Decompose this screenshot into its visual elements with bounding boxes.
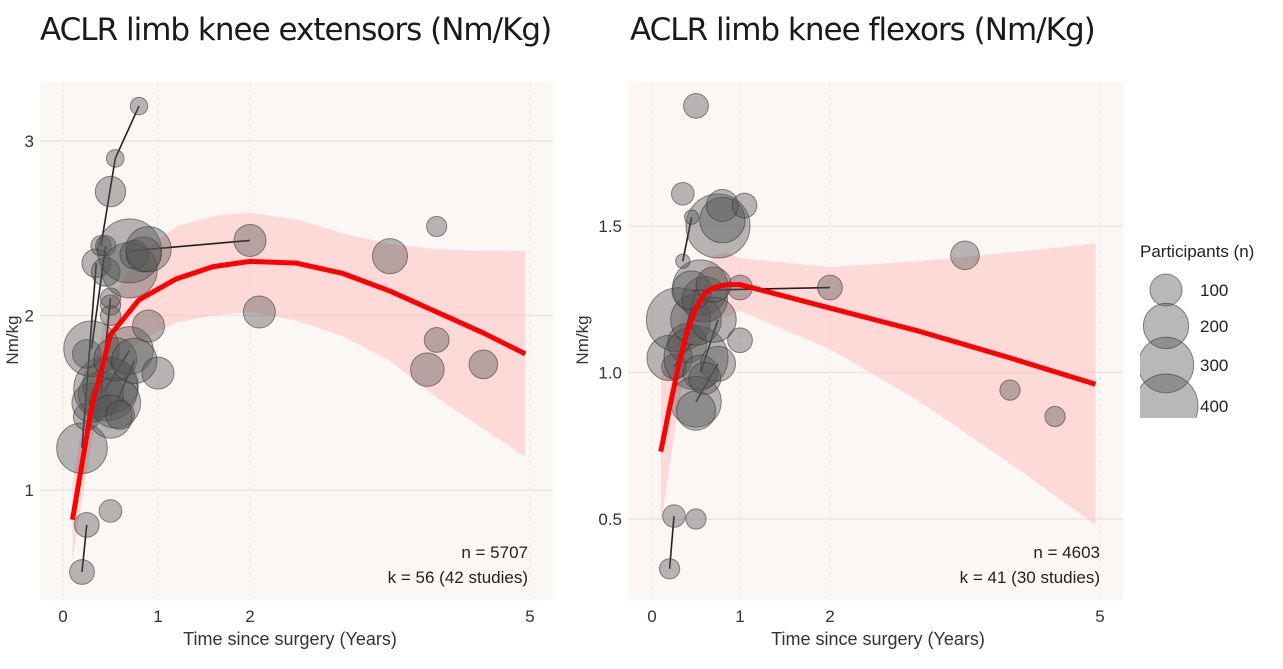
study-connector-line <box>699 319 719 373</box>
annotation-text: n = 4603 <box>1033 543 1100 562</box>
x-axis-label: Time since surgery (Years) <box>183 629 397 649</box>
data-point <box>426 215 448 238</box>
annotation-text: k = 56 (42 studies) <box>388 568 528 587</box>
data-point <box>1044 405 1066 428</box>
data-point <box>999 379 1021 401</box>
chart-title: ACLR limb knee flexors (Nm/Kg) <box>630 12 1096 48</box>
data-point <box>731 192 758 219</box>
x-tick-label: 5 <box>525 607 534 626</box>
x-tick-label: 5 <box>1095 607 1104 626</box>
legend-key-circle <box>1140 336 1195 394</box>
fit-curve <box>658 282 1097 453</box>
data-point <box>688 361 722 395</box>
y-tick-label: 3 <box>25 132 34 151</box>
grid <box>628 82 1123 600</box>
y-axis-label: Nm/kg <box>573 315 592 364</box>
data-point <box>97 218 162 284</box>
data-point <box>125 226 172 273</box>
legend-key-label: 400 <box>1200 397 1228 416</box>
data-point <box>129 96 149 116</box>
data-point <box>242 295 276 329</box>
data-point <box>683 92 709 119</box>
y-tick-label: 0.5 <box>598 510 622 529</box>
data-point <box>645 287 711 353</box>
annotation-text: n = 5707 <box>461 543 528 562</box>
data-point <box>410 352 445 387</box>
data-point <box>675 253 691 269</box>
flexors-chart: 0.5 1.0 1.5 0 1 2 5 Time since surgery (Years) N… <box>573 82 1123 649</box>
study-connector-line <box>90 245 107 349</box>
data-point <box>132 309 165 343</box>
legend-key-circle <box>1140 373 1199 418</box>
data-point <box>73 512 100 538</box>
flexors-panel: ACLR limb knee flexors (Nm/Kg) 0.5 1.0 1.5… <box>570 0 1130 669</box>
study-connector-line <box>668 516 675 569</box>
legend: Participants (n) 100 200 300 400 <box>1140 242 1280 418</box>
data-point <box>727 327 753 354</box>
study-connector-line <box>81 524 88 573</box>
data-point <box>658 558 681 580</box>
legend-keys: 100 200 300 400 <box>1140 273 1228 418</box>
x-tick-label: 0 <box>58 607 67 626</box>
study-connector-line <box>129 239 251 252</box>
y-tick-label: 1 <box>25 481 34 500</box>
extensors-chart: 1 2 3 0 1 2 5 Time since surgery (Years) Nm/kg n … <box>3 82 553 649</box>
extensors-panel: ACLR limb knee extensors (Nm/Kg) 1 2 3 0 1 2 5… <box>0 0 560 669</box>
data-point <box>675 390 717 431</box>
y-tick-label: 2 <box>25 307 34 326</box>
plot-area <box>40 82 553 600</box>
x-tick-label: 1 <box>735 607 744 626</box>
confidence-band <box>660 243 1096 525</box>
data-point <box>685 508 707 530</box>
data-point <box>662 504 686 528</box>
legend-key-circle <box>1142 302 1190 350</box>
data-point <box>670 181 695 206</box>
y-tick-label: 1.5 <box>598 217 622 236</box>
data-point <box>141 356 175 390</box>
study-connector-line <box>100 158 117 246</box>
x-tick-label: 2 <box>245 607 254 626</box>
data-point <box>99 287 122 309</box>
study-connector-line <box>695 363 719 403</box>
data-point <box>371 238 409 275</box>
data-point <box>699 197 746 244</box>
data-point <box>94 175 127 208</box>
data-point <box>468 349 499 380</box>
legend-title: Participants (n) <box>1140 242 1255 261</box>
annotation-text: k = 41 (30 studies) <box>960 568 1100 587</box>
study-connector-line <box>105 349 131 390</box>
legend-key-circle <box>1149 273 1183 307</box>
data-point <box>683 209 700 225</box>
x-tick-label: 1 <box>153 607 162 626</box>
legend-key-label: 200 <box>1200 317 1228 336</box>
y-axis-label: Nm/kg <box>3 315 22 364</box>
y-tick-label: 1.0 <box>598 364 622 383</box>
data-point <box>111 337 158 384</box>
data-point <box>99 294 122 316</box>
x-tick-label: 0 <box>647 607 656 626</box>
data-point <box>105 400 135 430</box>
chart-title: ACLR limb knee extensors (Nm/Kg) <box>40 12 552 48</box>
study-connector-line <box>81 263 98 449</box>
data-point <box>682 354 719 391</box>
x-tick-label: 2 <box>825 607 834 626</box>
data-point <box>233 223 267 257</box>
fit-curve <box>70 258 527 521</box>
data-point <box>98 499 123 523</box>
study-connector-line <box>109 360 135 418</box>
data-point <box>423 327 450 353</box>
legend-key-label: 100 <box>1200 281 1228 300</box>
data-point <box>950 240 980 271</box>
study-connector-line <box>114 105 140 159</box>
data-point <box>705 188 739 222</box>
data-point <box>105 149 125 168</box>
data-point <box>817 274 843 301</box>
data-point <box>699 345 737 382</box>
legend-key-label: 300 <box>1200 356 1228 375</box>
data-point <box>69 559 95 585</box>
x-axis-label: Time since surgery (Years) <box>771 629 985 649</box>
